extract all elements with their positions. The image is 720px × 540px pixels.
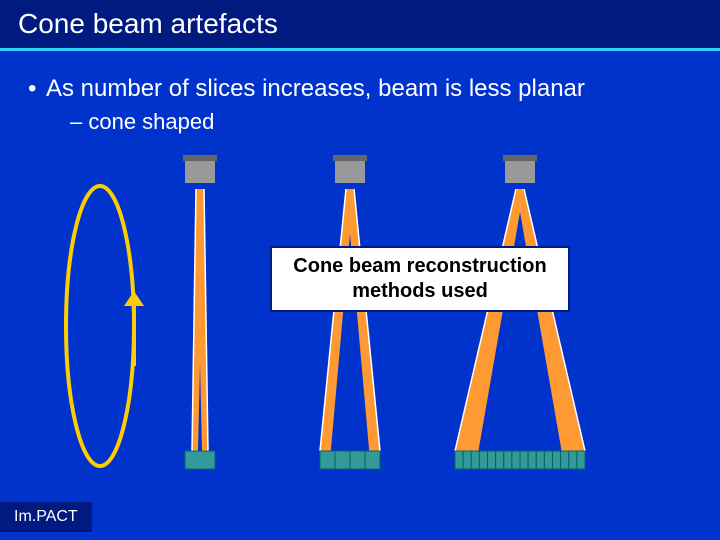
rotation-arrow-head-icon bbox=[124, 291, 144, 306]
footer-text: Im.PACT bbox=[14, 508, 78, 526]
detector-cell bbox=[496, 451, 504, 469]
diagram-svg bbox=[60, 151, 660, 481]
detector-cell bbox=[520, 451, 528, 469]
slide-body: •As number of slices increases, beam is … bbox=[0, 51, 720, 540]
xray-source-body bbox=[335, 161, 365, 183]
detector-cell bbox=[463, 451, 471, 469]
detector-cell bbox=[365, 451, 380, 469]
beam-edge-right bbox=[524, 189, 585, 451]
slide-title-bar: Cone beam artefacts bbox=[0, 0, 720, 48]
detector-cell bbox=[350, 451, 365, 469]
detector-cell bbox=[455, 451, 463, 469]
xray-source-body bbox=[505, 161, 535, 183]
xray-source-body bbox=[185, 161, 215, 183]
beam-cone-b bbox=[455, 189, 524, 451]
diagram-4-slice bbox=[320, 155, 380, 469]
detector-cell bbox=[544, 451, 552, 469]
callout-line-1: Cone beam reconstruction bbox=[293, 255, 546, 277]
rotation-ellipse-icon bbox=[66, 186, 134, 466]
cone-beam-diagram bbox=[60, 151, 660, 481]
bullet-l2-text: – cone shaped bbox=[70, 109, 214, 134]
beam-edge-left bbox=[455, 189, 516, 451]
bullet-l1-text: As number of slices increases, beam is l… bbox=[46, 75, 585, 102]
diagram-1-slice bbox=[183, 155, 217, 469]
detector-cell bbox=[536, 451, 544, 469]
detector-cell bbox=[185, 451, 215, 469]
detector-cell bbox=[471, 451, 479, 469]
detector-cell bbox=[553, 451, 561, 469]
diagram-16-slice bbox=[455, 155, 585, 469]
callout-line-2: methods used bbox=[352, 280, 488, 302]
detector-cell bbox=[335, 451, 350, 469]
xray-source-cap bbox=[333, 155, 367, 161]
detector-cell bbox=[320, 451, 335, 469]
detector-cell bbox=[504, 451, 512, 469]
bullet-dot-icon: • bbox=[28, 75, 46, 103]
slide: Cone beam artefacts •As number of slices… bbox=[0, 0, 720, 540]
beam-cone-a bbox=[516, 189, 585, 451]
detector-cell bbox=[569, 451, 577, 469]
beam-cone-a bbox=[346, 189, 380, 451]
detector-cell bbox=[561, 451, 569, 469]
slide-title-text: Cone beam artefacts bbox=[18, 8, 278, 40]
callout-box: Cone beam reconstruction methods used bbox=[270, 246, 570, 312]
detector-cell bbox=[577, 451, 585, 469]
bullet-level-1: •As number of slices increases, beam is … bbox=[28, 75, 585, 103]
detector-cell bbox=[479, 451, 487, 469]
detector-cell bbox=[512, 451, 520, 469]
bullet-level-2: – cone shaped bbox=[70, 109, 214, 135]
footer-logo-box: Im.PACT bbox=[0, 502, 92, 532]
xray-source-cap bbox=[503, 155, 537, 161]
beam-cone-b bbox=[320, 189, 354, 451]
detector-cell bbox=[488, 451, 496, 469]
xray-source-cap bbox=[183, 155, 217, 161]
detector-cell bbox=[528, 451, 536, 469]
